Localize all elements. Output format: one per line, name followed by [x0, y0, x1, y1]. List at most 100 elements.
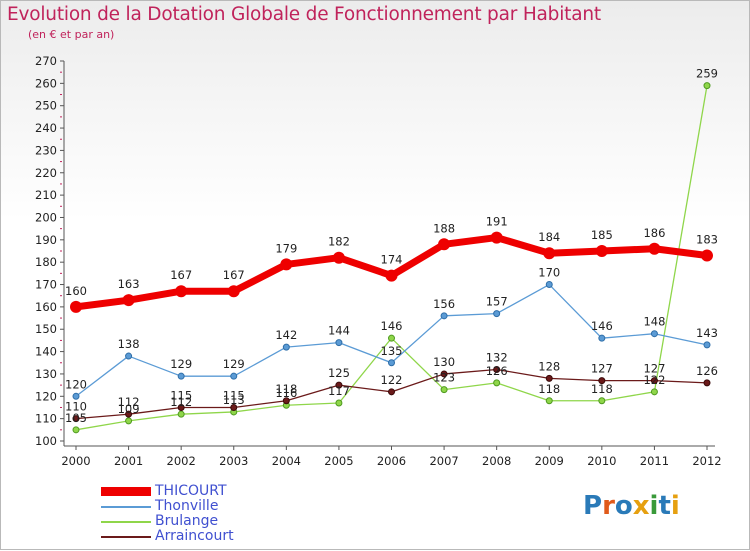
data-label-thicourt: 167	[170, 268, 192, 282]
data-point-thonville	[125, 352, 133, 360]
data-point-thicourt	[701, 249, 713, 262]
data-point-arraincourt	[282, 397, 290, 405]
data-label-arraincourt: 122	[381, 373, 403, 387]
x-tick-label: 2009	[535, 454, 564, 468]
data-label-arraincourt: 127	[643, 362, 665, 376]
data-label-brulange: 116	[275, 386, 297, 400]
data-point-arraincourt	[125, 410, 133, 418]
y-tick-label: 260	[35, 76, 57, 90]
data-label-thicourt: 179	[275, 241, 297, 255]
x-tick-label: 2007	[429, 454, 458, 468]
data-label-brulange: 117	[328, 384, 350, 398]
y-tick-label: 170	[35, 278, 57, 292]
data-point-thonville	[545, 281, 553, 289]
data-label-thicourt: 163	[118, 277, 140, 291]
data-label-thicourt: 191	[486, 215, 508, 229]
data-point-thicourt	[385, 269, 398, 282]
data-label-thicourt: 183	[696, 232, 718, 246]
data-label-arraincourt: 130	[433, 355, 455, 369]
data-point-thicourt	[175, 285, 188, 298]
data-point-brulange	[335, 399, 343, 407]
data-point-thicourt	[332, 251, 345, 264]
data-point-arraincourt	[650, 377, 658, 385]
data-label-thonville: 146	[591, 319, 613, 333]
x-tick-label: 2006	[377, 454, 406, 468]
data-label-arraincourt: 112	[118, 395, 140, 409]
y-tick-label: 190	[35, 233, 57, 247]
data-point-thonville	[650, 330, 658, 338]
data-label-brulange: 109	[118, 402, 140, 416]
data-label-thicourt: 182	[328, 235, 350, 249]
data-point-thonville	[703, 341, 711, 349]
x-tick-label: 2000	[61, 454, 90, 468]
data-point-arraincourt	[598, 377, 606, 385]
legend-label: Arraincourt	[155, 528, 234, 544]
legend-swatch	[101, 536, 151, 538]
logo-letter: x	[632, 491, 650, 521]
chart-subtitle: (en € et par an)	[28, 28, 115, 41]
data-point-thonville	[598, 334, 606, 342]
legend-swatch	[101, 487, 151, 496]
chart-title: Evolution de la Dotation Globale de Fonc…	[7, 4, 601, 25]
data-label-arraincourt: 132	[486, 350, 508, 364]
data-point-thonville	[493, 310, 501, 318]
data-label-brulange: 118	[538, 382, 560, 396]
data-point-thicourt	[648, 242, 661, 255]
y-tick-label: 140	[35, 345, 57, 359]
data-label-arraincourt: 110	[65, 400, 87, 414]
data-label-thonville: 142	[275, 328, 297, 342]
data-label-brulange: 259	[696, 67, 718, 81]
data-label-brulange: 105	[65, 411, 87, 425]
data-label-thonville: 170	[538, 266, 560, 280]
y-tick-label: 150	[35, 322, 57, 336]
data-label-brulange: 112	[170, 395, 192, 409]
x-tick-label: 2001	[114, 454, 143, 468]
legend-label: THICOURT	[155, 483, 227, 499]
data-point-arraincourt	[703, 379, 711, 387]
data-point-thicourt	[122, 294, 135, 307]
y-tick-label: 220	[35, 166, 57, 180]
data-label-brulange: 126	[486, 364, 508, 378]
data-label-thicourt: 174	[381, 253, 403, 267]
y-tick-label: 210	[35, 188, 57, 202]
data-point-brulange	[493, 379, 501, 387]
data-point-brulange	[545, 397, 553, 405]
data-point-thonville	[72, 392, 80, 400]
data-label-thonville: 135	[381, 344, 403, 358]
data-point-brulange	[125, 417, 133, 425]
data-point-brulange	[72, 426, 80, 434]
data-point-arraincourt	[545, 374, 553, 382]
x-tick-label: 2004	[272, 454, 301, 468]
y-tick-label: 230	[35, 143, 57, 157]
y-tick-label: 250	[35, 99, 57, 113]
data-point-thonville	[282, 343, 290, 351]
y-tick-label: 180	[35, 255, 57, 269]
x-tick-label: 2011	[640, 454, 669, 468]
y-tick-label: 130	[35, 367, 57, 381]
y-tick-label: 110	[35, 412, 57, 426]
data-label-arraincourt: 128	[538, 359, 560, 373]
x-tick-label: 2010	[587, 454, 616, 468]
data-point-brulange	[650, 388, 658, 396]
data-label-arraincourt: 125	[328, 366, 350, 380]
data-point-thicourt	[543, 247, 556, 260]
logo-letter: i	[670, 491, 680, 521]
data-label-thonville: 138	[118, 337, 140, 351]
x-tick-label: 2012	[692, 454, 721, 468]
data-point-brulange	[440, 386, 448, 394]
data-point-brulange	[703, 82, 711, 90]
data-label-arraincourt: 118	[275, 382, 297, 396]
data-label-thicourt: 184	[538, 230, 560, 244]
data-label-brulange: 122	[643, 373, 665, 387]
data-label-arraincourt: 126	[696, 364, 718, 378]
data-point-arraincourt	[335, 381, 343, 389]
data-point-thonville	[177, 372, 185, 380]
data-label-thonville: 120	[65, 377, 87, 391]
legend-swatch	[101, 506, 151, 508]
x-tick-label: 2008	[482, 454, 511, 468]
logo-letter: o	[614, 491, 633, 521]
data-label-thicourt: 167	[223, 268, 245, 282]
x-tick-label: 2005	[324, 454, 353, 468]
